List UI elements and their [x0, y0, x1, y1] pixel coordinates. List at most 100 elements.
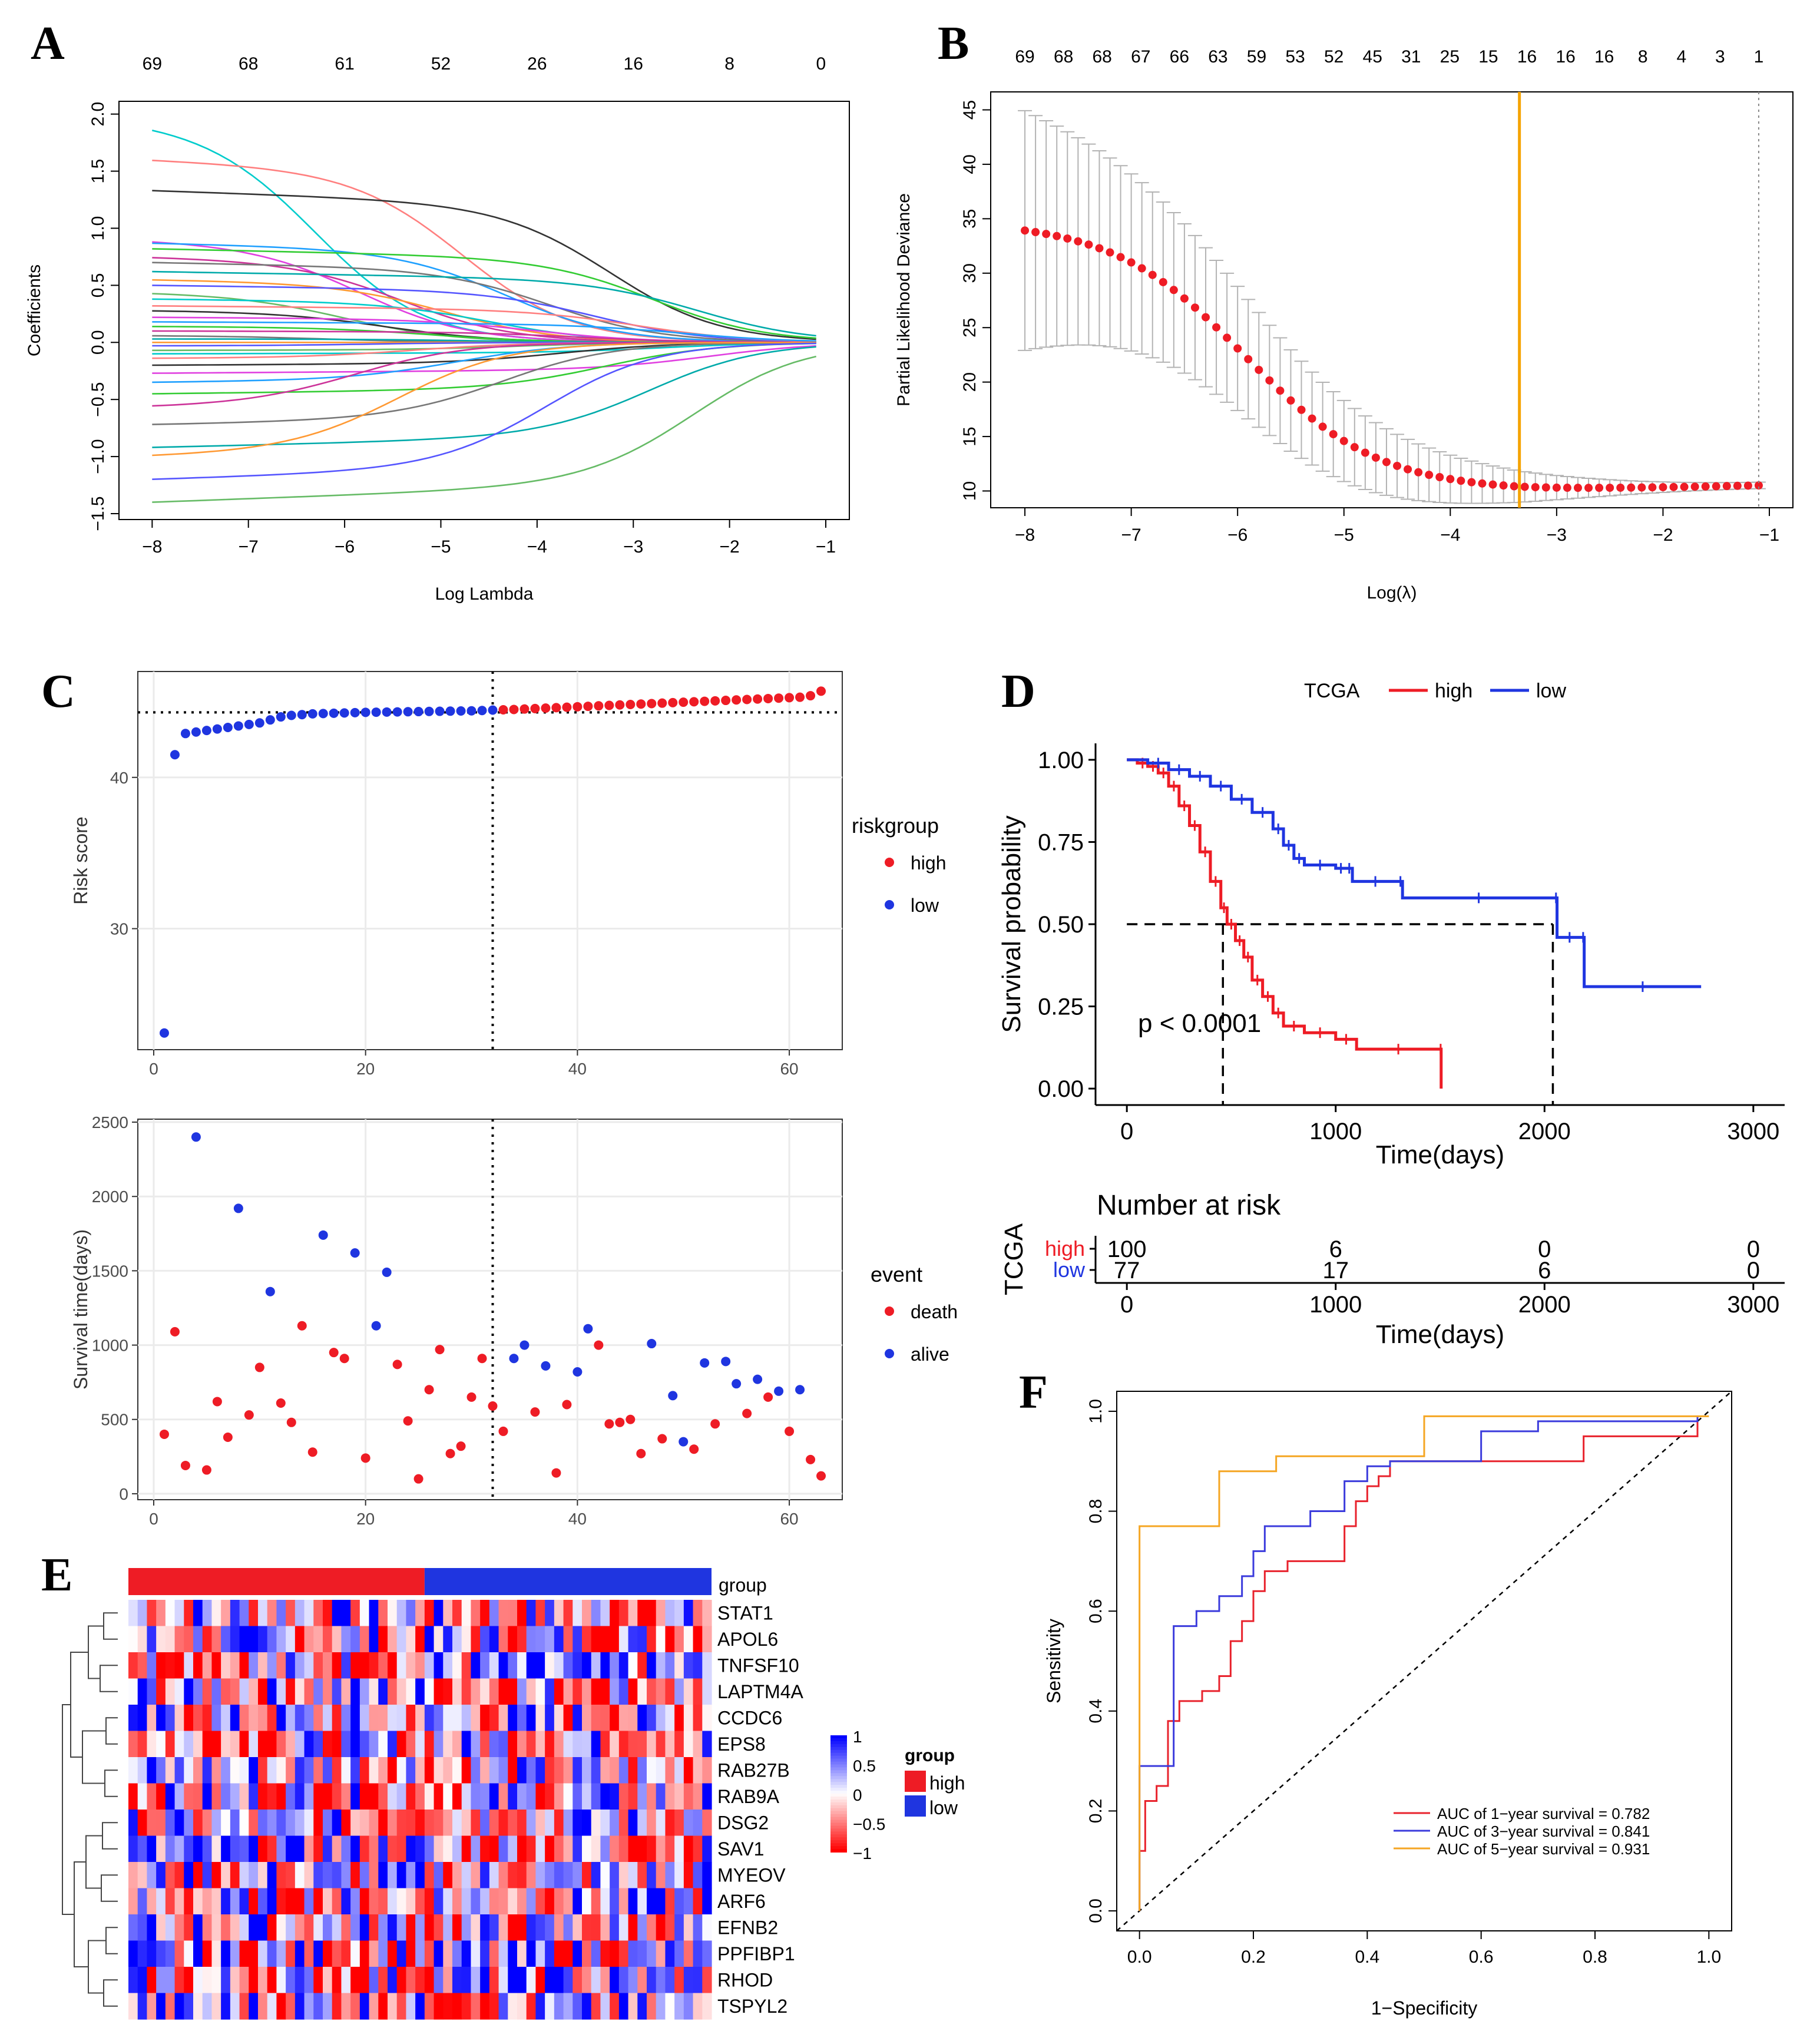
deviance-point: [1393, 461, 1402, 470]
x-tick-label: −6: [335, 537, 355, 557]
risk-score-point: [254, 718, 264, 728]
heatmap-cell: [396, 1810, 407, 1837]
survival-time-point: [350, 1248, 360, 1258]
legend-title: riskgroup: [852, 813, 939, 838]
heatmap-cell: [535, 1783, 545, 1810]
plot-panel: [137, 671, 843, 1050]
heatmap-cell: [693, 1862, 703, 1889]
heatmap-cell: [396, 1731, 407, 1758]
heatmap-cell: [424, 1940, 435, 1967]
heatmap-cell: [323, 1783, 333, 1810]
heatmap-cell: [165, 1862, 176, 1889]
y-axis-title: Coefficients: [25, 264, 44, 356]
risk-score-point: [710, 696, 720, 706]
heatmap-cell: [415, 1914, 425, 1941]
survival-time-point: [562, 1400, 572, 1410]
heatmap-cell: [323, 1993, 333, 2020]
heatmap-cell: [193, 1731, 203, 1758]
heatmap-cell: [294, 1757, 305, 1784]
heatmap-cell: [610, 1862, 620, 1889]
row-label: DSG2: [717, 1812, 769, 1833]
heatmap-cell: [249, 1626, 259, 1653]
heatmap-cell: [174, 1993, 184, 2020]
heatmap-cell: [545, 1914, 555, 1941]
heatmap-cell: [378, 1783, 388, 1810]
heatmap-cell: [647, 1967, 657, 1994]
heatmap-cell: [424, 1731, 435, 1758]
legend-key-death: [885, 1306, 894, 1316]
heatmap-cell: [276, 1810, 286, 1837]
heatmap-cell: [249, 1888, 259, 1915]
heatmap-cell: [480, 1626, 490, 1653]
heatmap-cell: [471, 1652, 481, 1679]
deviance-point: [1053, 231, 1061, 240]
heatmap-cell: [258, 1862, 268, 1889]
panel-letter-d: D: [1001, 666, 1035, 717]
heatmap-cell: [545, 1940, 555, 1967]
heatmap-cell: [683, 1993, 694, 2020]
heatmap-cell: [304, 1757, 314, 1784]
deviance-point: [1063, 234, 1072, 243]
heatmap-cell: [156, 1993, 166, 2020]
heatmap-cell: [147, 1757, 157, 1784]
deviance-point: [1202, 313, 1210, 322]
heatmap-cell: [674, 1810, 684, 1837]
heatmap-cell: [165, 1888, 176, 1915]
heatmap-cell: [480, 1783, 490, 1810]
heatmap-cell: [276, 1835, 286, 1863]
heatmap-cell: [674, 1600, 684, 1627]
heatmap-cell: [415, 1705, 425, 1732]
deviance-point: [1616, 483, 1625, 492]
color-scale-step: [830, 1761, 847, 1765]
heatmap-cell: [415, 1835, 425, 1863]
heatmap-cell: [128, 1888, 138, 1915]
heatmap-cell: [221, 1757, 231, 1784]
risk-score-point: [732, 695, 742, 705]
heatmap-cell: [526, 1835, 537, 1863]
heatmap-cell: [452, 1600, 462, 1627]
heatmap-cell: [294, 1914, 305, 1941]
x-tick-label: 1.0: [1696, 1947, 1721, 1967]
deviance-point: [1042, 230, 1051, 239]
heatmap-cell: [443, 1783, 453, 1810]
heatmap-cell: [443, 1914, 453, 1941]
heatmap-cell: [665, 1810, 675, 1837]
risk-score-point: [668, 697, 678, 707]
heatmap-cell: [665, 1626, 675, 1653]
deviance-point: [1435, 472, 1444, 481]
heatmap-cell: [693, 1731, 703, 1758]
heatmap-cell: [480, 1705, 490, 1732]
roc-curve: [1139, 1415, 1709, 1911]
heatmap-cell: [489, 1835, 499, 1863]
heatmap-cell: [443, 1731, 453, 1758]
heatmap-cell: [628, 1940, 638, 1967]
heatmap-cell: [128, 1626, 138, 1653]
heatmap-cell: [471, 1914, 481, 1941]
risk-count: 0: [1747, 1236, 1760, 1262]
heatmap-cell: [526, 1705, 537, 1732]
heatmap-cell: [147, 1705, 157, 1732]
survival-time-point: [583, 1324, 593, 1334]
heatmap-cell: [637, 1600, 647, 1627]
x-tick-label: −5: [1334, 525, 1354, 545]
heatmap-cell: [554, 1967, 564, 1994]
legend-label-high: high: [929, 1772, 965, 1794]
heatmap-cell: [174, 1652, 184, 1679]
risk-score-point: [318, 709, 328, 719]
heatmap-cell: [147, 1888, 157, 1915]
heatmap-cell: [249, 1914, 259, 1941]
heatmap-cell: [388, 1731, 398, 1758]
y-tick-label: 1.0: [1086, 1399, 1106, 1424]
heatmap-cell: [702, 1600, 712, 1627]
x-tick-label: 3000: [1727, 1119, 1779, 1144]
heatmap-cell: [156, 1810, 166, 1837]
heatmap-cell: [545, 1888, 555, 1915]
heatmap-cell: [294, 1705, 305, 1732]
heatmap-cell: [267, 1940, 277, 1967]
heatmap-cell: [323, 1835, 333, 1863]
heatmap-cell: [489, 1967, 499, 1994]
heatmap-cell: [202, 1888, 213, 1915]
heatmap-cell: [378, 1705, 388, 1732]
y-tick-label: 0.75: [1038, 829, 1084, 855]
risk-score-point: [541, 703, 551, 713]
